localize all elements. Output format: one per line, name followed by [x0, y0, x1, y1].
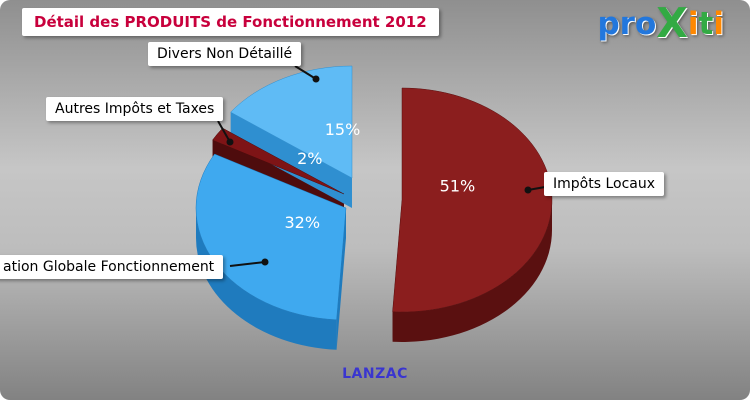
logo-letter: X — [656, 0, 688, 47]
leader-dot-0 — [312, 75, 320, 83]
pie-slice-top-0 — [392, 87, 553, 313]
pie-slice-top-3 — [230, 65, 353, 179]
pie-slice-cutface-1 — [336, 208, 346, 350]
logo-letter: p — [597, 6, 620, 42]
callout-divers-non-detaille: Divers Non Détaillé — [148, 42, 302, 66]
logo-letter: r — [619, 6, 635, 42]
logo-letter: i — [713, 6, 724, 42]
pie-slice-wall-1 — [196, 208, 337, 350]
logo-letter: o — [634, 6, 657, 42]
logo-letter: t — [698, 6, 714, 42]
logo-letter: i — [687, 6, 699, 42]
commune-name: LANZAC — [342, 366, 408, 382]
callout-dotation-globale-fonctionnement: ation Globale Fonctionnement — [0, 255, 224, 279]
chart-title: Détail des PRODUITS de Fonctionnement 20… — [22, 8, 439, 36]
pie-percent-label-3: 15% — [325, 120, 361, 139]
leader-line-1 — [217, 120, 231, 143]
leader-dot-3 — [261, 258, 269, 266]
pie-percent-label-2: 2% — [297, 149, 322, 168]
leader-line-0 — [294, 65, 317, 80]
callout-impots-locaux: Impôts Locaux — [544, 172, 665, 196]
pie-slice-wall-0 — [392, 200, 553, 342]
leader-dot-1 — [226, 138, 234, 146]
pie-percent-label-1: 32% — [284, 213, 320, 232]
leader-line-3 — [229, 261, 266, 267]
callout-autres-impots-taxes: Autres Impôts et Taxes — [46, 97, 224, 121]
pie-percent-label-0: 51% — [440, 177, 476, 196]
leader-dot-2 — [524, 186, 532, 194]
